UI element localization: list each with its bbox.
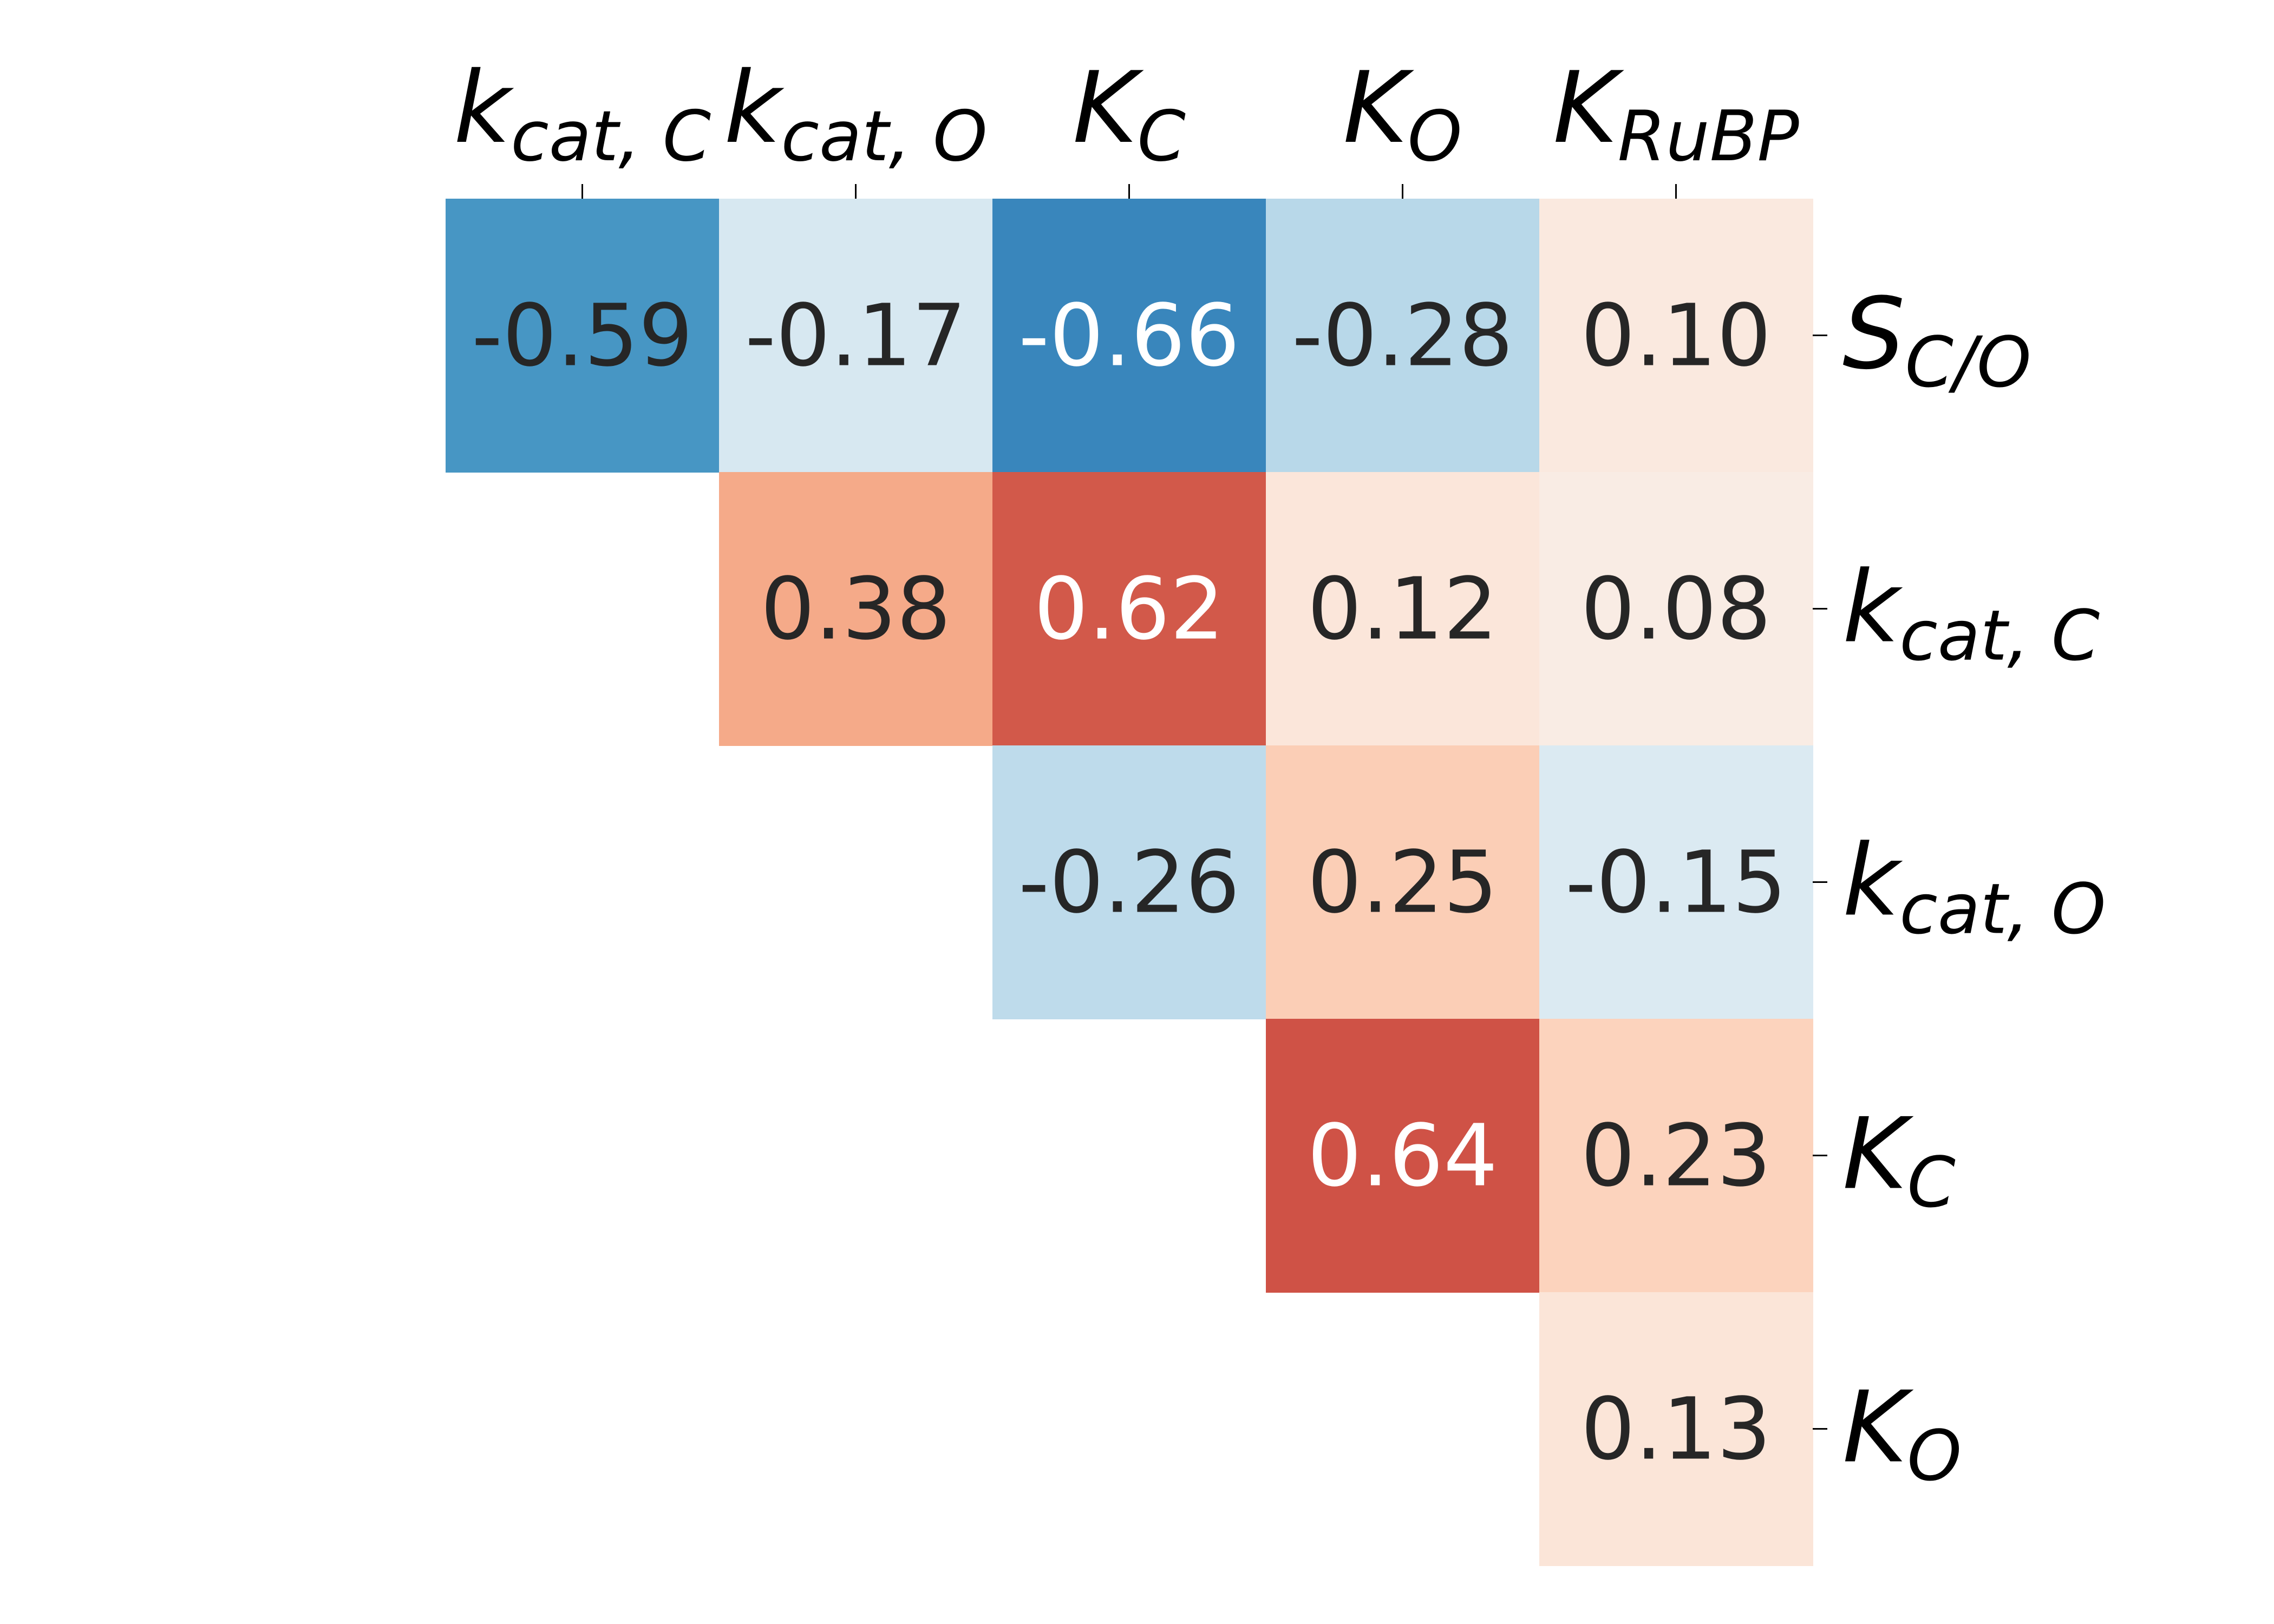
y-tick-label-2-subscript: cat, O (1899, 869, 2106, 950)
y-tick-label-1-base: k (1842, 550, 1903, 665)
heatmap-cell-r1-c1 (719, 472, 993, 746)
y-tick-label-2-base: k (1842, 823, 1903, 938)
x-tick-label-2-base: K (1073, 50, 1144, 165)
y-tick-label-0-base: S (1842, 277, 1905, 391)
x-tick-label-1-subscript: cat, O (781, 96, 988, 177)
y-tick-label-3: KC (1842, 1097, 1956, 1223)
y-tick-label-4-base: K (1842, 1370, 1914, 1485)
x-tick-label-4-base: K (1553, 50, 1624, 165)
cell-value-label-r0-c4: 0.10 (1581, 286, 1772, 386)
cell-value-label-r0-c3: -0.28 (1292, 286, 1513, 386)
y-tick-label-4-subscript: O (1907, 1416, 1962, 1497)
heatmap-cell-r3-c3 (1266, 1019, 1540, 1293)
heatmap-cell-r1-c4 (1539, 472, 1813, 746)
x-tick-label-3: KO (1343, 50, 1462, 177)
y-tick-label-3-base: K (1842, 1097, 1914, 1212)
x-tick-label-0-base: k (454, 50, 514, 165)
heatmap-cell-r0-c0 (446, 199, 720, 473)
x-tick-label-0: kcat, C (454, 50, 711, 177)
heatmap-cell-r1-c2 (992, 472, 1266, 746)
x-tick-label-4: KRuBP (1553, 50, 1799, 177)
cell-value-label-r1-c3: 0.12 (1308, 560, 1498, 659)
x-tick-label-4-subscript: RuBP (1618, 96, 1799, 177)
heatmap-cell-r2-c4 (1539, 745, 1813, 1019)
x-tick-label-2: KC (1073, 50, 1186, 177)
y-tick-label-4: KO (1842, 1370, 1962, 1497)
cell-value-label-r1-c1: 0.38 (761, 560, 951, 659)
cell-value-label-r1-c2: 0.62 (1034, 560, 1225, 659)
heatmap-cell-r0-c3 (1266, 199, 1540, 473)
heatmap-cell-r3-c4 (1539, 1019, 1813, 1293)
cell-value-label-r2-c2: -0.26 (1018, 833, 1240, 933)
x-tick-label-1: kcat, O (724, 50, 988, 177)
x-tick-label-3-subscript: O (1408, 96, 1462, 177)
x-tick-label-1-base: k (724, 50, 785, 165)
y-tick-label-0: SC/O (1842, 277, 2031, 403)
cell-value-label-r0-c2: -0.66 (1018, 286, 1240, 386)
cell-value-label-r3-c4: 0.23 (1581, 1106, 1772, 1206)
cell-value-label-r0-c0: -0.59 (472, 286, 693, 386)
y-tick-label-0-subscript: C/O (1905, 323, 2031, 403)
heatmap-cell-r2-c2 (992, 745, 1266, 1019)
heatmap-cell-r0-c4 (1539, 199, 1813, 473)
heatmap-cell-r0-c1 (719, 199, 993, 473)
cell-value-label-r1-c4: 0.08 (1581, 560, 1772, 659)
heatmap-cells (446, 199, 1813, 1566)
cell-value-labels: -0.59 -0.17 -0.66 -0.28 0.10 0.38 0.62 0.12 0.08… (472, 286, 1787, 1479)
x-tick-label-2-subscript: C (1137, 96, 1185, 177)
y-tick-label-3-subscript: C (1907, 1143, 1955, 1223)
cell-value-label-r0-c1: -0.17 (745, 286, 966, 386)
cell-value-label-r2-c4: -0.15 (1565, 833, 1787, 933)
x-tick-label-0-subscript: cat, C (511, 96, 711, 177)
heatmap-cell-r0-c2 (992, 199, 1266, 473)
cell-value-label-r3-c3: 0.64 (1308, 1106, 1498, 1206)
cell-value-label-r2-c3: 0.25 (1308, 833, 1498, 933)
heatmap-cell-r4-c4 (1539, 1292, 1813, 1566)
cell-value-label-r4-c4: 0.13 (1581, 1380, 1772, 1479)
y-tick-label-1-subscript: cat, C (1899, 596, 2100, 677)
y-tick-label-2: kcat, O (1842, 823, 2106, 950)
x-tick-label-3-base: K (1343, 50, 1414, 165)
heatmap-cell-r1-c3 (1266, 472, 1540, 746)
y-tick-label-1: kcat, C (1842, 550, 2100, 677)
heatmap-cell-r2-c3 (1266, 745, 1540, 1019)
